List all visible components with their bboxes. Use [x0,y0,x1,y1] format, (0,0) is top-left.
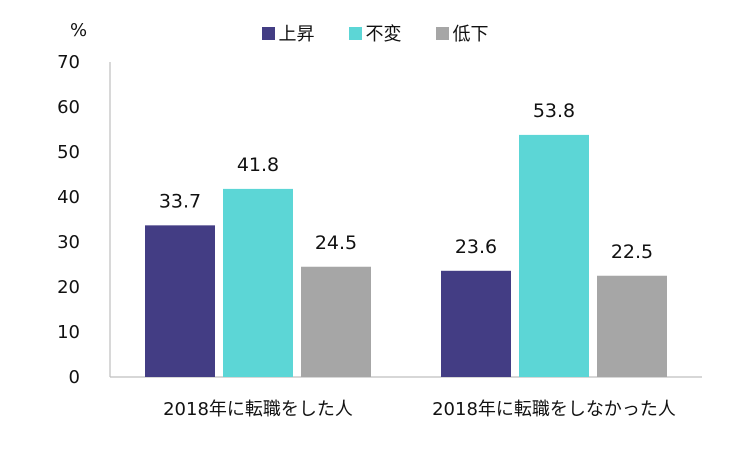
y-tick-label: 70 [57,52,80,73]
legend-item-fall: 低下 [435,20,489,46]
y-tick-label: 30 [57,232,80,253]
legend-swatch-same [348,26,362,40]
data-label-1-2: 22.5 [611,241,653,263]
bar-0-2 [301,266,371,377]
bar-0-0 [145,225,215,377]
y-tick-label: 40 [57,187,80,208]
category-labels: 2018年に転職をした人 2018年に転職をしなかった人 [163,399,676,420]
bar-1-2 [597,275,667,377]
data-label-0-0: 33.7 [159,190,201,212]
data-label-0-1: 41.8 [237,154,279,176]
legend: 上昇 不変 低下 [0,20,750,46]
bar-1-0 [441,270,511,377]
y-unit-label: % [70,20,87,41]
legend-swatch-fall [435,26,449,40]
category-label-1: 2018年に転職をしなかった人 [432,399,676,420]
bars [145,134,667,377]
data-label-1-0: 23.6 [455,236,497,258]
legend-label-rise: 上昇 [278,24,315,45]
data-labels: 33.7 41.8 24.5 23.6 53.8 22.5 [159,100,653,263]
bar-1-1 [519,134,589,377]
legend-item-rise: 上昇 [261,20,315,46]
y-tick-label: 60 [57,97,80,118]
y-tick-label: 20 [57,277,80,298]
data-label-1-1: 53.8 [533,100,575,122]
bar-0-1 [223,188,293,377]
legend-swatch-rise [261,26,275,40]
category-label-0: 2018年に転職をした人 [163,399,353,420]
legend-label-fall: 低下 [452,24,489,45]
y-tick-label: 50 [57,142,80,163]
legend-item-same: 不変 [348,20,402,46]
y-tick-label: 10 [57,322,80,343]
y-tick-label: 0 [69,367,80,388]
data-label-0-2: 24.5 [315,232,357,254]
legend-label-same: 不変 [365,24,402,45]
